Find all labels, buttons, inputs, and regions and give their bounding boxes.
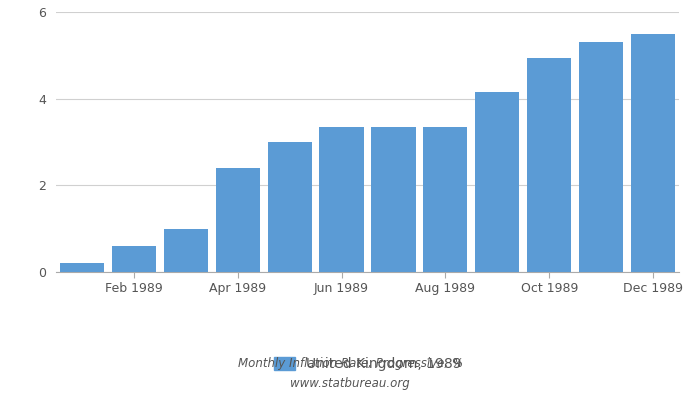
Bar [372, 127, 416, 272]
Legend: United Kingdom, 1989: United Kingdom, 1989 [268, 352, 467, 377]
Bar [631, 34, 675, 272]
Bar [319, 127, 363, 272]
Bar [475, 92, 519, 272]
Bar [267, 142, 312, 272]
Bar [216, 168, 260, 272]
Text: Monthly Inflation Rate, Progressive, %: Monthly Inflation Rate, Progressive, % [237, 358, 463, 370]
Bar [112, 246, 156, 272]
Bar [527, 58, 571, 272]
Bar [424, 127, 468, 272]
Bar [579, 42, 623, 272]
Bar [60, 263, 104, 272]
Text: www.statbureau.org: www.statbureau.org [290, 378, 410, 390]
Bar [164, 229, 208, 272]
